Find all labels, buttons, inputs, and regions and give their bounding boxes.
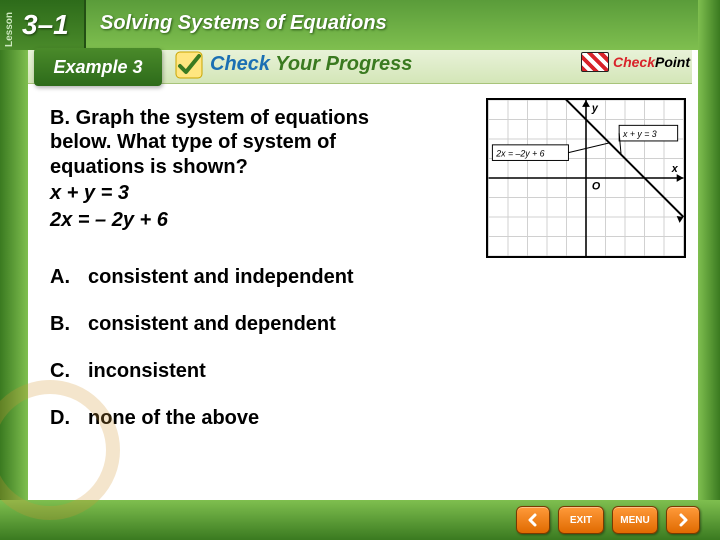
choice-text: consistent and dependent bbox=[88, 313, 336, 336]
coordinate-graph: Oy x 2x = –2y + 6 x + y = 3 bbox=[486, 98, 686, 258]
cyp-word1: Check bbox=[210, 53, 270, 75]
choice-b[interactable]: B. consistent and dependent bbox=[50, 313, 682, 336]
svg-text:y: y bbox=[591, 103, 599, 115]
check-your-progress-title: Check Your Progress bbox=[210, 53, 412, 76]
choice-text: consistent and independent bbox=[88, 266, 354, 289]
choice-a[interactable]: A. consistent and independent bbox=[50, 266, 682, 289]
chevron-right-icon bbox=[676, 513, 690, 527]
svg-text:x + y = 3: x + y = 3 bbox=[622, 129, 657, 139]
choice-text: inconsistent bbox=[88, 360, 206, 383]
choice-c[interactable]: C. inconsistent bbox=[50, 360, 682, 383]
menu-label: MENU bbox=[620, 515, 649, 526]
checkpoint-word2: Point bbox=[655, 54, 690, 70]
prev-button[interactable] bbox=[516, 506, 550, 534]
prompt-lead: B. bbox=[50, 107, 70, 129]
equation-1: x + y = 3 bbox=[50, 181, 390, 205]
chapter-title: Solving Systems of Equations bbox=[100, 12, 387, 35]
answer-choices: A. consistent and independent B. consist… bbox=[50, 266, 682, 430]
slide-root: Lesson 3–1 Solving Systems of Equations … bbox=[0, 0, 720, 540]
lesson-number: 3–1 bbox=[22, 9, 84, 41]
exit-label: EXIT bbox=[570, 515, 592, 526]
lesson-label: Lesson bbox=[4, 12, 15, 47]
frame-right bbox=[698, 0, 720, 540]
svg-text:x: x bbox=[671, 163, 679, 175]
exit-button[interactable]: EXIT bbox=[558, 506, 604, 534]
svg-text:O: O bbox=[592, 181, 601, 193]
svg-text:2x = –2y + 6: 2x = –2y + 6 bbox=[495, 149, 544, 159]
menu-button[interactable]: MENU bbox=[612, 506, 658, 534]
question-prompt: B. Graph the system of equations below. … bbox=[50, 106, 390, 232]
equation-2: 2x = – 2y + 6 bbox=[50, 208, 390, 232]
checkpoint-badge: CheckPoint bbox=[581, 52, 690, 72]
checkered-flag-icon bbox=[581, 52, 609, 72]
checkpoint-word1: Check bbox=[613, 54, 655, 70]
checkmark-icon bbox=[174, 50, 204, 80]
cyp-word2: Your Progress bbox=[275, 53, 412, 75]
prompt-text: Graph the system of equations below. Wha… bbox=[50, 107, 369, 178]
chevron-left-icon bbox=[526, 513, 540, 527]
checkpoint-text: CheckPoint bbox=[613, 54, 690, 70]
lesson-tab: Lesson 3–1 bbox=[0, 0, 86, 50]
nav-bar: EXIT MENU bbox=[516, 506, 700, 534]
choice-letter: A. bbox=[50, 266, 74, 289]
choice-d[interactable]: D. none of the above bbox=[50, 407, 682, 430]
next-button[interactable] bbox=[666, 506, 700, 534]
example-badge: Example 3 bbox=[34, 48, 162, 86]
choice-letter: B. bbox=[50, 313, 74, 336]
